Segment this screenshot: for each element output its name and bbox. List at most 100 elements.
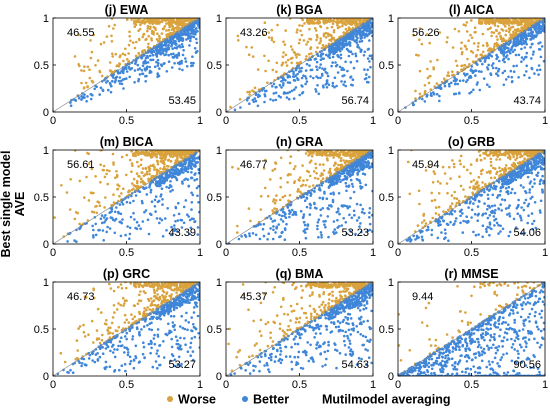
x-tick-label: 0: [50, 247, 56, 259]
point-better: [193, 220, 197, 223]
point-worse: [301, 183, 305, 187]
point-better: [172, 214, 176, 217]
y-tick-label: 1: [216, 13, 222, 25]
point-worse: [161, 18, 165, 20]
point-worse: [346, 29, 349, 33]
point-better: [355, 202, 359, 206]
point-better: [286, 81, 290, 84]
point-better: [350, 182, 354, 186]
point-worse: [135, 40, 138, 44]
point-worse: [341, 152, 345, 156]
x-tick-label: 1: [370, 115, 376, 127]
point-worse: [271, 209, 274, 212]
point-better: [146, 218, 150, 222]
point-better: [186, 167, 190, 170]
point-better: [173, 229, 176, 233]
point-worse: [418, 202, 421, 206]
point-worse: [282, 51, 285, 54]
point-worse: [267, 36, 271, 39]
point-worse: [126, 18, 129, 21]
point-worse: [284, 61, 288, 64]
point-worse: [120, 155, 124, 159]
point-better: [512, 42, 515, 46]
point-better: [345, 232, 349, 235]
point-better: [294, 68, 298, 72]
point-better: [181, 180, 184, 183]
point-worse: [130, 188, 134, 192]
point-worse: [69, 178, 72, 181]
point-worse: [137, 165, 140, 168]
point-better: [321, 196, 325, 200]
point-better: [344, 60, 347, 64]
point-better: [300, 66, 304, 70]
point-better: [319, 63, 323, 66]
point-worse: [149, 153, 152, 157]
point-worse: [297, 188, 300, 191]
point-better: [113, 80, 117, 84]
point-worse: [515, 21, 518, 25]
point-worse: [118, 184, 121, 188]
point-worse: [142, 174, 146, 178]
point-better: [190, 163, 193, 166]
point-worse: [155, 38, 159, 41]
point-worse: [134, 23, 138, 27]
point-worse: [266, 194, 270, 198]
point-worse: [510, 151, 513, 155]
point-better: [115, 206, 118, 209]
point-worse: [455, 201, 459, 205]
point-better: [340, 204, 344, 207]
point-better: [350, 83, 353, 87]
point-better: [299, 209, 303, 213]
x-tick-label: 1: [197, 115, 203, 127]
point-worse: [534, 19, 538, 23]
point-better: [143, 59, 147, 63]
point-better: [531, 42, 534, 46]
point-better: [155, 48, 159, 52]
point-better: [121, 203, 125, 206]
point-worse: [152, 30, 155, 34]
point-worse: [502, 37, 505, 40]
point-worse: [445, 40, 449, 44]
point-better: [113, 219, 116, 222]
point-better: [360, 210, 364, 214]
point-worse: [291, 48, 294, 51]
point-worse: [94, 64, 97, 67]
point-worse: [154, 174, 157, 178]
point-worse: [492, 31, 496, 34]
point-better: [150, 200, 154, 203]
point-better: [370, 25, 373, 29]
point-better: [283, 227, 287, 230]
point-better: [480, 70, 483, 73]
point-better: [340, 80, 343, 83]
point-better: [337, 192, 341, 195]
point-better: [165, 70, 169, 73]
point-worse: [450, 202, 454, 205]
point-worse: [486, 44, 489, 48]
point-worse: [152, 163, 155, 167]
point-worse: [148, 172, 151, 176]
point-better: [144, 74, 147, 78]
point-better: [167, 60, 171, 63]
point-better: [540, 45, 544, 48]
point-worse: [520, 19, 524, 22]
point-worse: [77, 63, 80, 66]
point-better: [306, 224, 310, 227]
point-better: [171, 168, 174, 172]
point-worse: [430, 191, 434, 195]
point-better: [331, 198, 335, 202]
point-worse: [282, 40, 285, 43]
point-worse: [161, 161, 165, 165]
point-worse: [302, 179, 305, 182]
point-worse: [528, 151, 532, 155]
point-better: [117, 79, 121, 83]
point-better: [188, 232, 191, 236]
point-worse: [171, 31, 175, 35]
point-worse: [275, 207, 279, 211]
point-better: [194, 51, 198, 54]
point-worse: [329, 150, 332, 154]
point-better: [191, 30, 194, 34]
point-worse: [311, 184, 315, 187]
point-better: [188, 218, 192, 222]
point-better: [492, 62, 495, 65]
